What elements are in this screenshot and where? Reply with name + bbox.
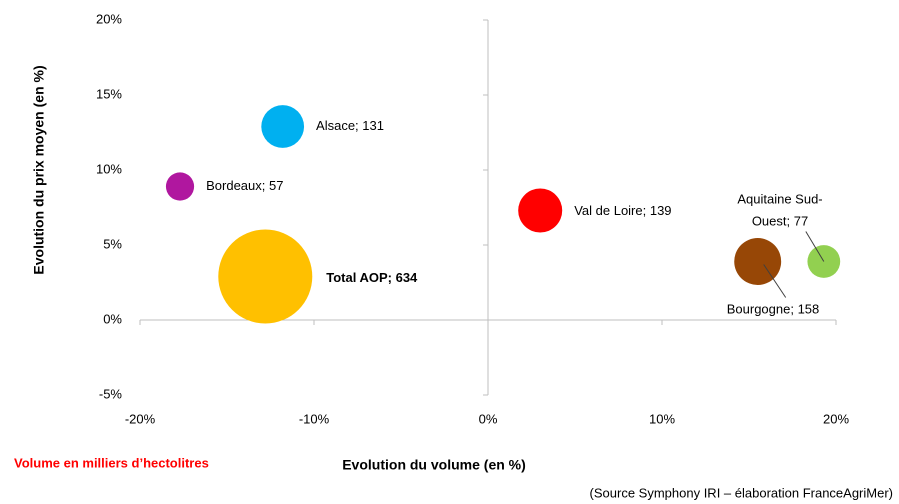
y-tick-label: 20% xyxy=(96,11,122,26)
x-axis-label: Evolution du volume (en %) xyxy=(342,457,526,473)
x-tick-label: -10% xyxy=(299,411,330,426)
data-label: Total AOP; 634 xyxy=(326,270,418,285)
x-tick-label: 20% xyxy=(823,411,849,426)
data-label: Ouest; 77 xyxy=(752,213,808,228)
data-label: Bordeaux; 57 xyxy=(206,178,283,193)
data-label: Aquitaine Sud- xyxy=(737,191,822,206)
x-tick-label: 10% xyxy=(649,411,675,426)
x-tick-label: 0% xyxy=(479,411,498,426)
y-tick-label: 10% xyxy=(96,161,122,176)
data-label: Val de Loire; 139 xyxy=(574,203,671,218)
y-tick-label: 15% xyxy=(96,86,122,101)
data-label: Alsace; 131 xyxy=(316,118,384,133)
bubble xyxy=(807,245,841,278)
source: (Source Symphony IRI – élaboration Franc… xyxy=(590,485,893,500)
x-tick-label: -20% xyxy=(125,411,156,426)
bubble xyxy=(165,172,195,201)
bubble xyxy=(518,188,563,233)
note: Volume en milliers d’hectolitres xyxy=(14,455,209,470)
leader-line xyxy=(805,231,825,262)
y-tick-label: -5% xyxy=(99,386,123,401)
y-tick-label: 0% xyxy=(103,311,122,326)
y-axis-label: Evolution du prix moyen (en %) xyxy=(31,65,47,274)
y-tick-label: 5% xyxy=(103,236,122,251)
bubble xyxy=(261,105,305,148)
leader-line xyxy=(763,264,787,298)
bubble xyxy=(218,229,313,324)
data-label: Bourgogne; 158 xyxy=(727,301,820,316)
bubble xyxy=(734,238,782,285)
